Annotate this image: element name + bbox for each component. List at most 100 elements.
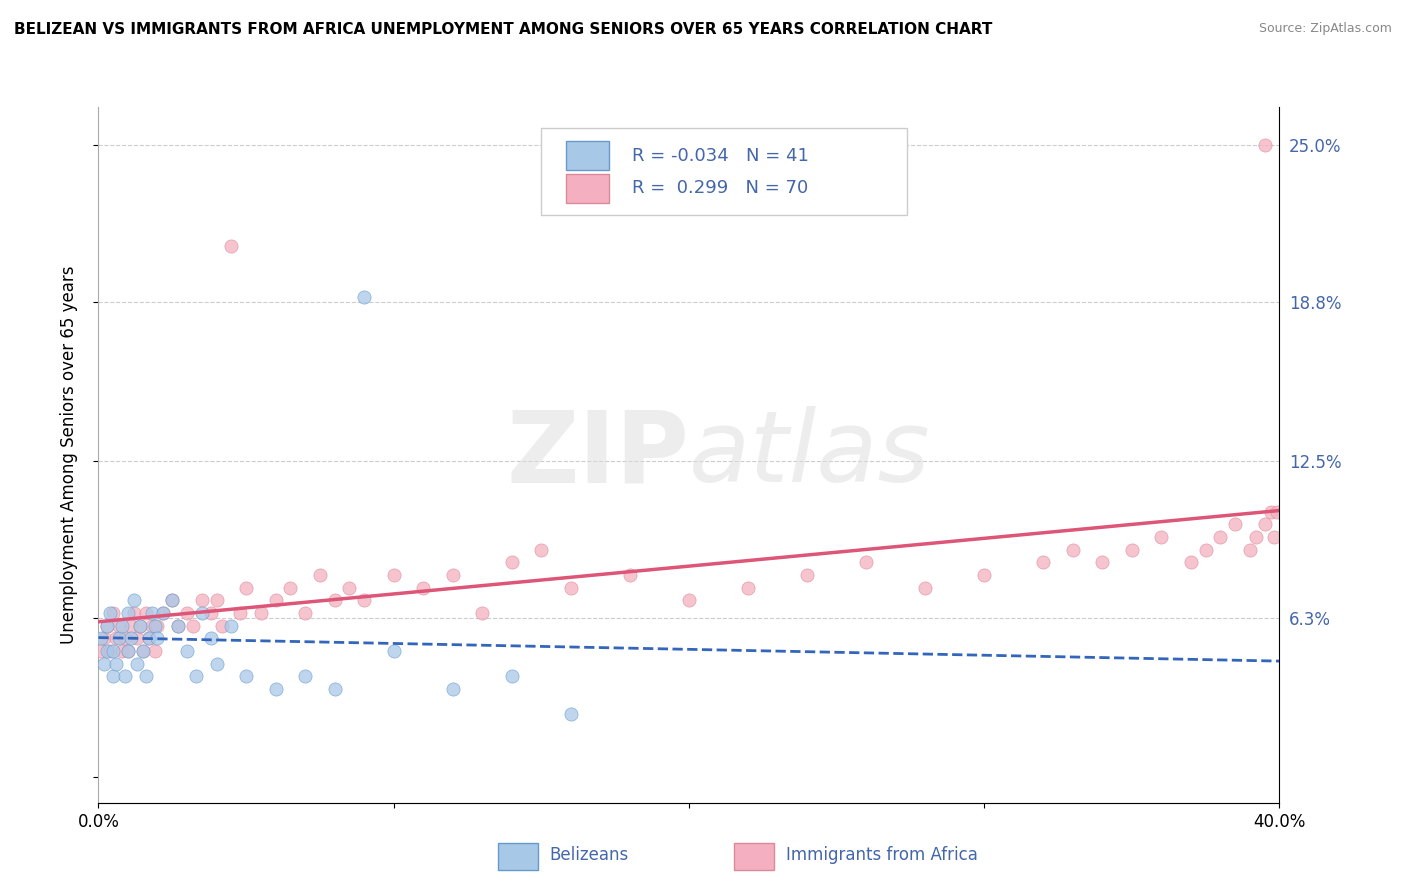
Text: BELIZEAN VS IMMIGRANTS FROM AFRICA UNEMPLOYMENT AMONG SENIORS OVER 65 YEARS CORR: BELIZEAN VS IMMIGRANTS FROM AFRICA UNEMP… [14,22,993,37]
Point [162,593,183,607]
Point [181,618,204,632]
Text: Source: ZipAtlas.com: Source: ZipAtlas.com [1258,22,1392,36]
Point [1223,517,1246,532]
Point [412,581,434,595]
FancyBboxPatch shape [541,128,907,215]
FancyBboxPatch shape [567,174,609,203]
Point [122,606,145,620]
Point [323,681,346,696]
Point [143,644,166,658]
Point [1150,530,1173,544]
Point [264,681,287,696]
Point [176,644,198,658]
Point [90,632,112,646]
Point [111,644,134,658]
Point [128,618,150,632]
Point [108,632,131,646]
Point [1254,517,1277,532]
Point [152,606,174,620]
Point [339,581,360,595]
Point [176,606,198,620]
Point [184,669,207,683]
Point [353,290,375,304]
Point [146,632,169,646]
Point [117,606,139,620]
Point [382,568,405,582]
Point [353,593,375,607]
Point [117,644,139,658]
Point [114,632,136,646]
Point [117,644,139,658]
Point [264,593,287,607]
Point [120,618,142,632]
Point [737,581,759,595]
Point [146,618,169,632]
Point [1260,505,1282,519]
Point [560,581,582,595]
Point [135,669,157,683]
Y-axis label: Unemployment Among Seniors over 65 years: Unemployment Among Seniors over 65 years [59,266,77,644]
Point [138,632,160,646]
Point [235,669,257,683]
Text: Immigrants from Africa: Immigrants from Africa [786,846,977,864]
Point [135,606,157,620]
Point [205,657,228,671]
Point [441,568,464,582]
Text: R =  0.299   N = 70: R = 0.299 N = 70 [633,179,808,197]
Point [219,618,242,632]
Point [93,657,115,671]
FancyBboxPatch shape [498,843,537,871]
Point [143,618,166,632]
Point [678,593,700,607]
Text: Belizeans: Belizeans [550,846,628,864]
Point [167,618,190,632]
Point [105,632,128,646]
Point [1091,556,1114,570]
Point [855,556,877,570]
Point [103,644,125,658]
Point [200,606,222,620]
Point [1121,542,1143,557]
Point [796,568,818,582]
Point [98,606,121,620]
Point [200,632,222,646]
Point [235,581,257,595]
Text: ZIP: ZIP [506,407,689,503]
Point [96,644,118,658]
Point [141,618,163,632]
Point [914,581,936,595]
Point [111,618,134,632]
Point [128,618,150,632]
Point [114,669,136,683]
Point [141,606,163,620]
Point [132,644,155,658]
Text: atlas: atlas [689,407,931,503]
Point [294,606,316,620]
Point [132,644,155,658]
FancyBboxPatch shape [567,141,609,170]
Point [1195,542,1218,557]
Point [205,593,228,607]
Point [191,593,214,607]
Point [93,632,115,646]
Point [382,644,405,658]
Point [1265,505,1288,519]
Point [162,593,183,607]
Point [90,644,112,658]
Point [1244,530,1267,544]
Point [1180,556,1202,570]
Point [152,606,174,620]
Point [471,606,494,620]
Point [219,239,242,253]
Point [1254,138,1277,153]
Point [211,618,233,632]
Point [229,606,252,620]
Point [120,632,142,646]
Point [96,618,118,632]
Point [138,632,160,646]
Point [294,669,316,683]
Point [1062,542,1084,557]
FancyBboxPatch shape [734,843,773,871]
Point [1239,542,1261,557]
Text: R = -0.034   N = 41: R = -0.034 N = 41 [633,147,808,165]
